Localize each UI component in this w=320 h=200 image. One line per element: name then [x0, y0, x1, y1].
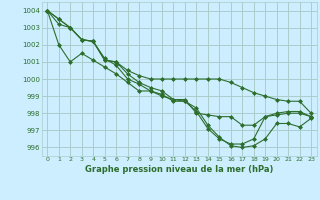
X-axis label: Graphe pression niveau de la mer (hPa): Graphe pression niveau de la mer (hPa)	[85, 165, 273, 174]
